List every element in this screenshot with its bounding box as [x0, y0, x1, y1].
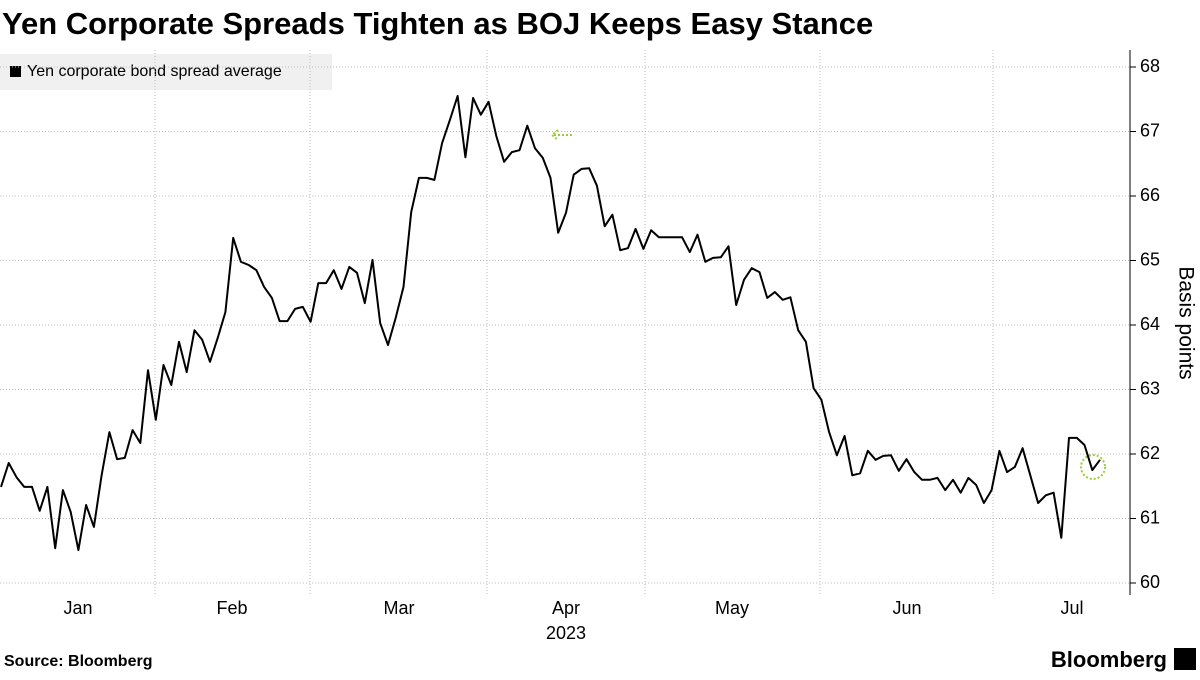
x-tick-label: Apr [552, 598, 580, 618]
brand-icon [1174, 648, 1196, 670]
x-tick-label: Jan [63, 598, 92, 618]
chart-title: Yen Corporate Spreads Tighten as BOJ Kee… [2, 6, 873, 41]
legend-label: Yen corporate bond spread average [27, 63, 282, 80]
legend-swatch [10, 66, 21, 77]
legend-box [0, 54, 332, 90]
line [0, 95, 1101, 552]
y-tick-label: 67 [1140, 120, 1160, 140]
y-tick-label: 61 [1140, 507, 1160, 527]
y-axis-label: Basis points [1174, 266, 1197, 379]
y-tick-label: 68 [1140, 56, 1160, 76]
annotation-arrow [550, 129, 572, 141]
y-tick-label: 63 [1140, 378, 1160, 398]
x-tick-label: Mar [384, 598, 415, 618]
brand: Bloomberg [1051, 647, 1167, 672]
x-tick-label: Feb [216, 598, 247, 618]
y-tick-label: 65 [1140, 249, 1160, 269]
y-tick-label: 66 [1140, 185, 1160, 205]
y-tick-label: 60 [1140, 572, 1160, 592]
year-label: 2023 [546, 623, 586, 643]
source: Source: Bloomberg [4, 653, 152, 670]
y-tick-label: 62 [1140, 443, 1160, 463]
x-tick-label: Jun [892, 598, 921, 618]
x-tick-label: May [715, 598, 749, 618]
annotation-circle [1080, 454, 1106, 480]
y-tick-label: 64 [1140, 314, 1160, 334]
x-tick-label: Jul [1060, 598, 1083, 618]
